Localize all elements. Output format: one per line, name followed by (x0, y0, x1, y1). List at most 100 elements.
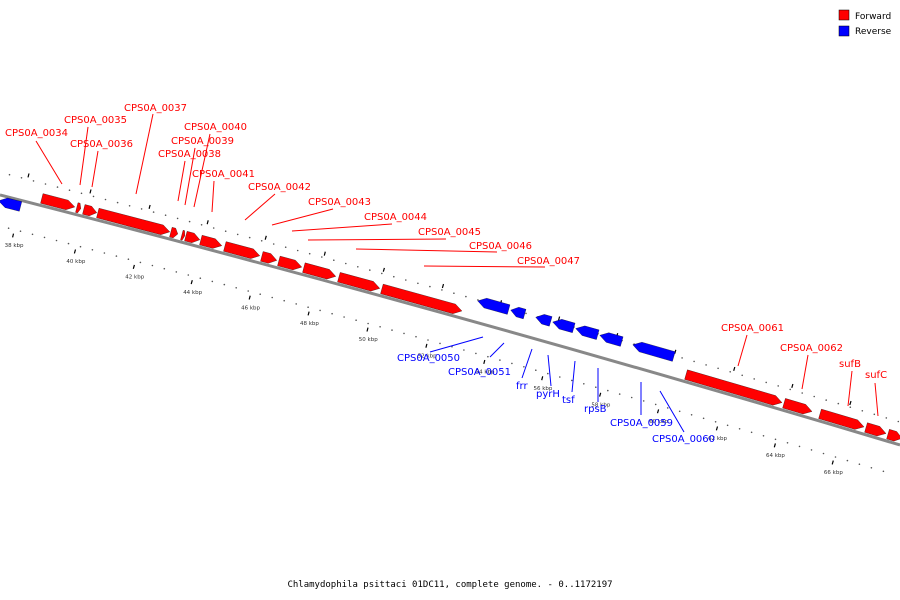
upper-position-dot (369, 269, 371, 271)
reverse-gene-arrow[interactable] (552, 319, 576, 333)
gene-label-cps0a-0041[interactable]: CPS0A_0041 (192, 169, 255, 180)
kbp-tick-label: 60 kbp (649, 419, 668, 425)
gene-label-cps0a-0045[interactable]: CPS0A_0045 (418, 227, 481, 238)
lower-position-dot (331, 312, 333, 315)
forward-gene-arrow[interactable] (260, 251, 278, 264)
gene-label-sufb[interactable]: sufB (839, 359, 861, 370)
kbp-tick-mark (425, 343, 428, 348)
gene-label-cps0a-0039[interactable]: CPS0A_0039 (171, 136, 234, 147)
gene-label-cps0a-0043[interactable]: CPS0A_0043 (308, 197, 371, 208)
upper-position-dot (729, 371, 731, 373)
gene-label-cps0a-0046[interactable]: CPS0A_0046 (469, 241, 532, 252)
gene-label-sufc[interactable]: sufC (865, 370, 887, 381)
forward-gene-arrow[interactable] (169, 227, 178, 239)
forward-gene-arrow[interactable] (886, 429, 900, 442)
forward-gene-arrow[interactable] (380, 283, 463, 314)
upper-tick-mark (27, 173, 30, 178)
forward-gene-arrow[interactable] (864, 422, 887, 437)
forward-gene-arrow[interactable] (40, 193, 76, 210)
forward-gene-arrow[interactable] (75, 202, 81, 214)
lower-position-dot (439, 342, 441, 345)
forward-gene-arrow[interactable] (199, 235, 223, 249)
forward-gene-arrow[interactable] (180, 230, 185, 241)
lower-position-dot (79, 245, 82, 248)
lower-position-dot (475, 352, 477, 355)
kbp-tick-mark (483, 359, 486, 365)
leader-line (135, 113, 154, 195)
kbp-tick-mark (366, 327, 369, 332)
forward-gene-arrow[interactable] (302, 262, 337, 280)
leader-line (737, 334, 748, 367)
reverse-gene-arrow[interactable] (0, 197, 22, 212)
lower-position-dot (151, 264, 154, 267)
lower-position-dot (31, 233, 34, 236)
kbp-tick-mark (307, 311, 310, 316)
upper-position-dot (128, 205, 131, 207)
forward-gene-arrow[interactable] (82, 204, 98, 217)
lower-position-dot (235, 287, 237, 289)
upper-position-dot (260, 240, 263, 242)
kbp-tick-label: 66 kbp (824, 470, 843, 476)
upper-position-dot (80, 192, 83, 195)
reverse-gene-arrow[interactable] (599, 332, 624, 347)
gene-label-cps0a-0038[interactable]: CPS0A_0038 (158, 149, 221, 160)
gene-label-cps0a-0050[interactable]: CPS0A_0050 (397, 353, 460, 364)
gene-label-cps0a-0059[interactable]: CPS0A_0059 (610, 418, 673, 429)
lower-position-dot (559, 376, 561, 378)
upper-position-dot (825, 399, 827, 401)
forward-gene-arrow[interactable] (223, 241, 261, 259)
gene-label-cps0a-0061[interactable]: CPS0A_0061 (721, 323, 784, 334)
upper-position-dot (777, 385, 779, 387)
lower-position-dot (427, 339, 429, 341)
forward-gene-arrow[interactable] (337, 272, 381, 292)
lower-position-dot (139, 261, 142, 264)
upper-position-dot (789, 388, 791, 391)
gene-label-cps0a-0037[interactable]: CPS0A_0037 (124, 103, 187, 114)
gene-label-pyrh[interactable]: pyrH (536, 389, 560, 400)
label-leaders (35, 113, 879, 433)
gene-label-rpsb[interactable]: rpsB (584, 404, 607, 415)
lower-position-dot (630, 396, 633, 399)
reverse-gene-arrow[interactable] (535, 314, 553, 327)
gene-label-cps0a-0060[interactable]: CPS0A_0060 (652, 434, 715, 445)
leader-line (184, 147, 196, 206)
leader-line (271, 208, 334, 226)
gene-label-cps0a-0062[interactable]: CPS0A_0062 (780, 343, 843, 354)
reverse-gene-arrow[interactable] (510, 307, 527, 320)
upper-tick-mark (382, 267, 385, 272)
kbp-tick-label: 50 kbp (359, 337, 378, 343)
gene-label-cps0a-0034[interactable]: CPS0A_0034 (5, 128, 68, 139)
lower-position-dot (355, 319, 357, 322)
lower-position-dot (618, 393, 621, 395)
kbp-tick-label: 44 kbp (183, 290, 202, 296)
gene-label-cps0a-0044[interactable]: CPS0A_0044 (364, 212, 427, 223)
kbp-tick-mark (248, 295, 251, 300)
gene-label-cps0a-0051[interactable]: CPS0A_0051 (448, 367, 511, 378)
lower-position-dot (187, 274, 190, 276)
gene-label-tsf[interactable]: tsf (562, 395, 575, 406)
forward-gene-arrow[interactable] (782, 398, 813, 415)
reverse-gene-arrow[interactable] (632, 342, 676, 362)
forward-gene-arrow[interactable] (184, 231, 201, 243)
kbp-tick-label: 46 kbp (241, 305, 260, 311)
lower-position-dot (307, 306, 309, 309)
gene-label-cps0a-0035[interactable]: CPS0A_0035 (64, 115, 127, 126)
reverse-gene-arrow[interactable] (477, 298, 511, 315)
lower-position-dot (259, 293, 262, 296)
lower-position-dot (774, 438, 777, 441)
gene-label-frr[interactable]: frr (516, 381, 528, 392)
gene-label-cps0a-0047[interactable]: CPS0A_0047 (517, 256, 580, 267)
lower-position-dot (583, 383, 585, 385)
reverse-gene-arrow[interactable] (575, 325, 600, 340)
lower-position-dot (762, 435, 765, 437)
gene-label-cps0a-0042[interactable]: CPS0A_0042 (248, 182, 311, 193)
forward-gene-arrow[interactable] (818, 408, 865, 430)
forward-gene-arrow[interactable] (277, 255, 303, 271)
forward-gene-arrow[interactable] (684, 369, 783, 406)
gene-label-cps0a-0036[interactable]: CPS0A_0036 (70, 139, 133, 150)
lower-position-dot (642, 400, 645, 402)
upper-tick-mark (441, 283, 445, 289)
forward-gene-arrow[interactable] (96, 208, 171, 235)
lower-position-dot (55, 239, 58, 242)
gene-label-cps0a-0040[interactable]: CPS0A_0040 (184, 122, 247, 133)
